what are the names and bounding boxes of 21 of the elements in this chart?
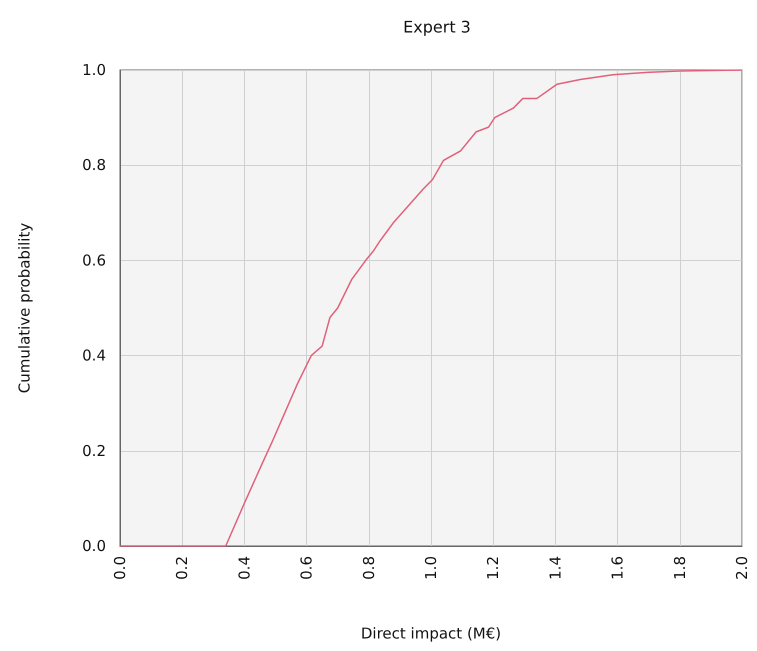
- x-tick-label: 1.2: [484, 556, 502, 580]
- x-tick-label: 0.8: [360, 556, 378, 580]
- x-tick-label: 1.0: [422, 556, 440, 580]
- y-tick-label: 0.6: [82, 251, 106, 270]
- x-tick-label: 0.6: [298, 556, 316, 580]
- x-tick-label: 0.0: [111, 556, 129, 580]
- y-tick-label: 0.2: [82, 442, 106, 460]
- line-series: [119, 69, 743, 547]
- x-axis-title: Direct impact (M€): [360, 624, 502, 642]
- y-tick-label: 1.0: [82, 61, 106, 79]
- x-tick-label: 2.0: [733, 556, 751, 580]
- y-tick-label: 0.0: [82, 537, 106, 555]
- y-axis-title: Cumulative probability: [16, 222, 34, 394]
- x-tick-label: 1.8: [670, 556, 689, 580]
- x-tick-label: 1.4: [546, 556, 564, 580]
- x-tick-label: 1.6: [608, 556, 627, 580]
- y-tick-label: 0.4: [82, 346, 106, 365]
- x-tick-label: 0.2: [173, 556, 192, 580]
- x-tick-label: 0.4: [235, 556, 254, 580]
- y-tick-label: 0.8: [82, 156, 106, 174]
- chart-title: Expert 3: [403, 18, 471, 36]
